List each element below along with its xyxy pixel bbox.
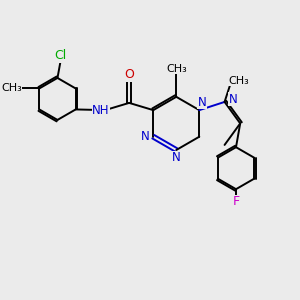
Text: CH₃: CH₃ [228,76,249,85]
Text: N: N [198,96,206,109]
Text: CH₃: CH₃ [1,83,22,94]
Text: Cl: Cl [54,49,66,62]
Text: N: N [229,93,237,106]
Text: F: F [232,195,240,208]
Text: NH: NH [92,103,110,117]
Text: O: O [124,68,134,81]
Text: N: N [141,130,150,143]
Text: CH₃: CH₃ [166,64,187,74]
Text: N: N [172,151,181,164]
